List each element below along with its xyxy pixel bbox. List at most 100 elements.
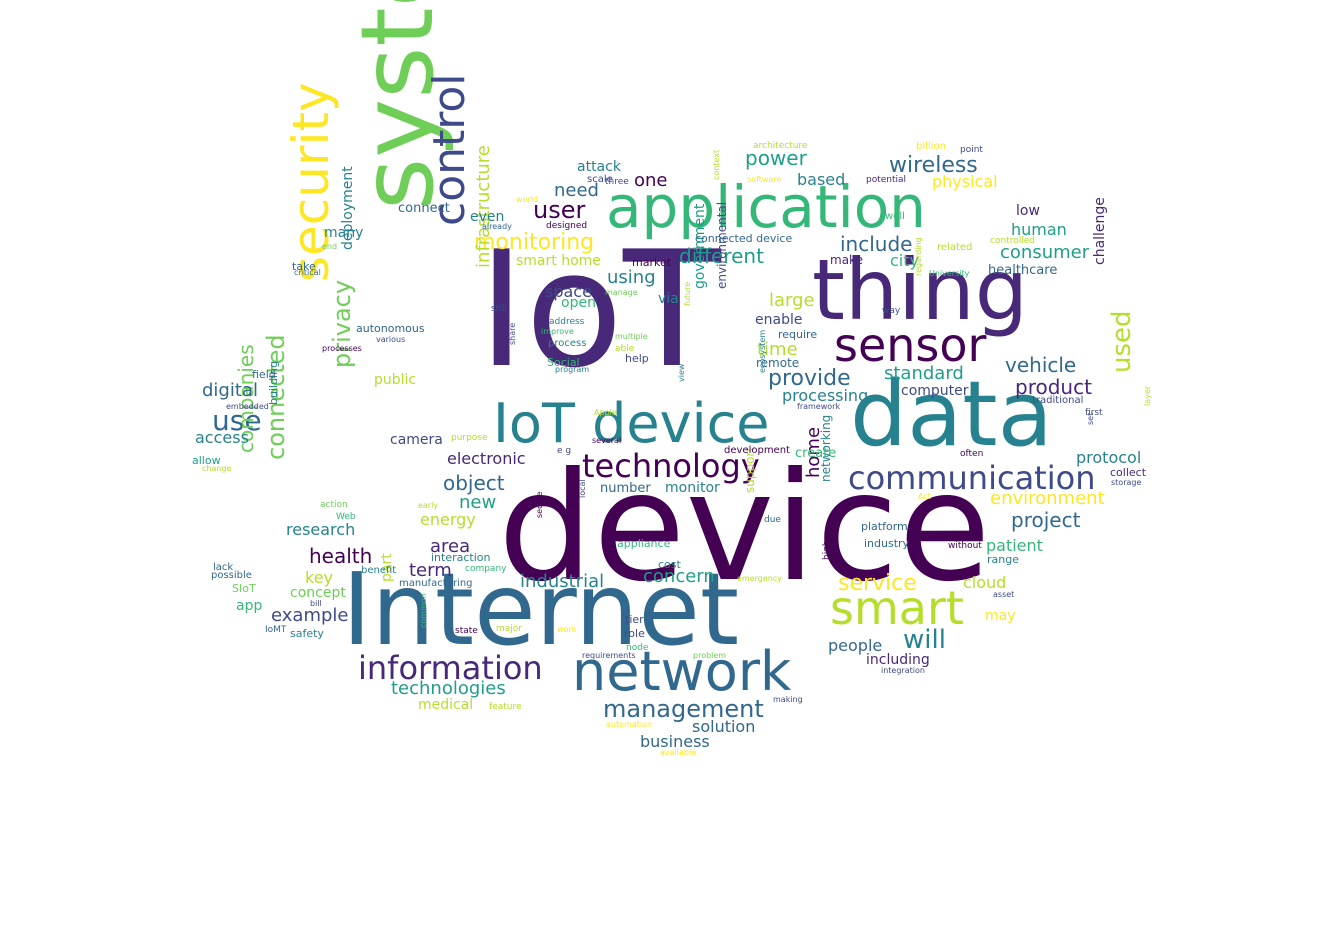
cloud-word: platform [861,520,908,533]
cloud-word: Apple [594,408,617,417]
cloud-word: communication [848,459,1096,497]
cloud-word: take [292,260,316,273]
cloud-word: asset [993,590,1015,599]
cloud-word: electronic [447,449,526,468]
cloud-word: future [683,281,692,306]
cloud-word: range [987,553,1019,566]
cloud-word: often [960,449,984,459]
cloud-word: share [508,322,517,345]
cloud-word: product [1015,375,1092,399]
cloud-word: processing [782,386,869,405]
cloud-word: Web [336,512,356,522]
cloud-word: wireless [889,153,978,178]
cloud-word: regarding [914,237,923,276]
cloud-word: process [548,338,587,349]
cloud-word: state [455,626,478,636]
cloud-word: manage [605,288,638,297]
cloud-word: University [929,269,970,278]
cloud-word: management [603,695,764,723]
cloud-word: open [561,295,596,311]
cloud-word: smart [830,581,964,635]
cloud-word: used [1107,310,1137,373]
cloud-word: appliance [617,537,671,550]
cloud-word: help [625,352,649,365]
cloud-word: digital [202,380,258,401]
cloud-word: feature [489,702,522,712]
cloud-word: set [1086,412,1095,425]
cloud-word: space [545,282,592,301]
cloud-word: market [632,256,672,269]
cloud-word: smart home [516,253,601,269]
cloud-word: major [496,624,522,634]
cloud-word: include [840,232,913,256]
cloud-word: possible [211,570,252,581]
cloud-word: concept [290,585,346,601]
cloud-word: software [747,175,782,184]
cloud-word: still [491,304,507,314]
cloud-word: node [626,643,649,653]
cloud-word: sensor [834,318,987,372]
cloud-word: various [376,335,406,344]
cloud-word: able [615,344,635,354]
cloud-word: integration [881,666,925,675]
cloud-word: context [712,149,721,180]
cloud-word: purpose [451,433,488,443]
cloud-word: industry [864,537,910,550]
cloud-word: physical [932,172,998,191]
cloud-word: common [419,593,428,628]
cloud-word: make [830,253,863,267]
cloud-word: Social [547,356,580,369]
cloud-word: remote [756,356,800,370]
cloud-word: energy [420,510,476,529]
cloud-word: thing [812,241,1029,339]
cloud-word: potential [866,175,907,185]
cloud-word: multiple [615,332,648,341]
cloud-word: connected device [695,232,793,245]
cloud-word: benefit [361,565,397,576]
cloud-word: first [1085,408,1103,418]
cloud-word: view [677,363,686,382]
cloud-word: well [885,211,905,222]
cloud-word: designed [546,221,588,231]
cloud-word: scale [587,174,613,185]
cloud-word: business [640,732,710,751]
cloud-word: medical [418,697,474,713]
cloud-word: standard [884,363,964,384]
cloud-word: environment [990,488,1105,509]
cloud-word: example [271,605,349,626]
cloud-word: lack [213,562,234,573]
cloud-word: critical [294,268,321,277]
cloud-word: tier [625,613,644,626]
cloud-word: improve [541,327,574,336]
cloud-word: time [757,339,798,360]
cloud-word: low [1016,203,1040,219]
cloud-word: enable [755,312,803,328]
cloud-word: traditional [1032,395,1084,406]
cloud-word: patient [986,536,1043,555]
cloud-word: app [236,598,263,614]
cloud-word: work [557,625,577,634]
cloud-word: project [1011,508,1081,532]
cloud-word: object [443,471,505,495]
cloud-word: embedded [226,402,269,411]
cloud-word: will [903,625,946,655]
cloud-word: early [418,501,439,510]
cloud-word: concern [643,566,715,587]
cloud-word: data [850,362,1053,467]
cloud-word: change [202,464,232,473]
cloud-word: protocol [1076,448,1142,467]
cloud-word: storage [1111,478,1142,487]
cloud-word: network [572,640,792,703]
cloud-word: manufacturing [399,578,473,589]
cloud-word: collect [1110,466,1147,479]
cloud-word: automation [606,720,653,729]
cloud-word: even [470,209,505,225]
cloud-word: secure [535,491,544,518]
cloud-word: already [482,222,512,231]
cloud-word: privacy [328,279,356,368]
cloud-word: using [607,267,656,288]
cloud-word: local [578,479,587,498]
cloud-word: address [549,317,585,327]
cloud-word: cloud [963,573,1007,592]
cloud-word: research [286,520,356,539]
